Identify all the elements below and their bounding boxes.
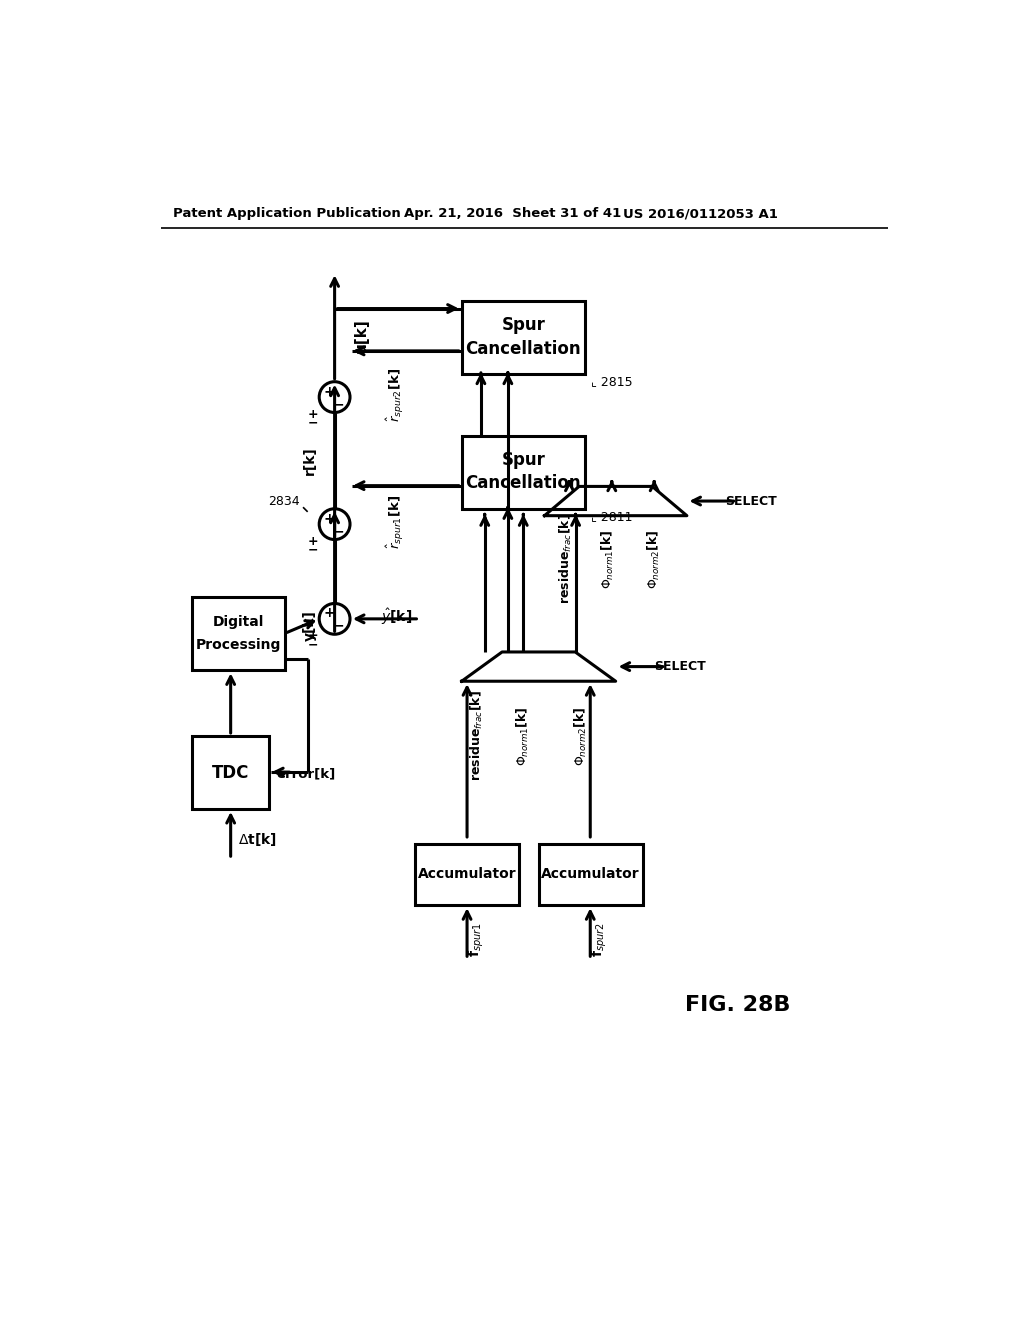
Text: r[k]: r[k] bbox=[303, 446, 317, 475]
Text: −: − bbox=[308, 544, 318, 557]
Bar bbox=[193, 597, 285, 671]
Text: +: + bbox=[308, 535, 318, 548]
Text: −: − bbox=[308, 417, 318, 430]
Text: TDC: TDC bbox=[212, 764, 250, 781]
Text: +: + bbox=[308, 630, 318, 643]
Text: $\hat{y}$[k]: $\hat{y}$[k] bbox=[381, 606, 412, 627]
Text: +: + bbox=[324, 384, 335, 399]
Text: Digital: Digital bbox=[213, 615, 264, 628]
Text: residue$_{frac}$[k]: residue$_{frac}$[k] bbox=[557, 513, 573, 605]
Text: SELECT: SELECT bbox=[654, 660, 706, 673]
Text: +: + bbox=[324, 606, 335, 620]
Text: Spur: Spur bbox=[502, 451, 545, 469]
Text: $\Phi_{norm2}$[k]: $\Phi_{norm2}$[k] bbox=[573, 706, 589, 766]
Text: +: + bbox=[308, 408, 318, 421]
Text: −: − bbox=[308, 639, 318, 652]
Text: Cancellation: Cancellation bbox=[466, 339, 581, 358]
Text: error[k]: error[k] bbox=[276, 768, 336, 781]
Text: $\hat{r}_{spur1}$[k]: $\hat{r}_{spur1}$[k] bbox=[385, 495, 406, 549]
Text: −: − bbox=[333, 524, 344, 539]
Text: u[k]: u[k] bbox=[354, 318, 369, 352]
Text: $\Delta$t[k]: $\Delta$t[k] bbox=[239, 832, 278, 849]
Text: Processing: Processing bbox=[196, 638, 281, 652]
Text: Spur: Spur bbox=[502, 317, 545, 334]
Text: Apr. 21, 2016  Sheet 31 of 41: Apr. 21, 2016 Sheet 31 of 41 bbox=[403, 207, 622, 220]
Text: $\Phi_{norm1}$[k]: $\Phi_{norm1}$[k] bbox=[515, 706, 531, 766]
Text: US 2016/0112053 A1: US 2016/0112053 A1 bbox=[624, 207, 778, 220]
Text: residue$_{frac}$[k]: residue$_{frac}$[k] bbox=[469, 690, 485, 781]
Bar bbox=[193, 737, 269, 809]
Text: $\Phi_{norm2}$[k]: $\Phi_{norm2}$[k] bbox=[646, 529, 663, 589]
Bar bbox=[462, 301, 585, 374]
Bar bbox=[539, 843, 643, 906]
Text: Patent Application Publication: Patent Application Publication bbox=[173, 207, 400, 220]
Text: $\hat{r}_{spur2}$[k]: $\hat{r}_{spur2}$[k] bbox=[385, 368, 406, 422]
Text: Accumulator: Accumulator bbox=[541, 867, 640, 882]
Text: f$_{spur1}$: f$_{spur1}$ bbox=[467, 923, 486, 957]
Text: Accumulator: Accumulator bbox=[418, 867, 516, 882]
Text: Cancellation: Cancellation bbox=[466, 474, 581, 492]
Text: f$_{spur2}$: f$_{spur2}$ bbox=[590, 923, 609, 957]
Text: ⌞ 2811: ⌞ 2811 bbox=[591, 510, 633, 523]
Text: −: − bbox=[333, 619, 344, 632]
Text: +: + bbox=[324, 512, 335, 525]
Text: −: − bbox=[333, 397, 344, 411]
Text: $\Phi_{norm1}$[k]: $\Phi_{norm1}$[k] bbox=[600, 529, 616, 589]
Text: y[k]: y[k] bbox=[303, 610, 317, 642]
Bar bbox=[462, 436, 585, 508]
Text: 2834: 2834 bbox=[268, 495, 300, 508]
Text: FIG. 28B: FIG. 28B bbox=[685, 995, 791, 1015]
Bar bbox=[416, 843, 519, 906]
Text: ⌞ 2815: ⌞ 2815 bbox=[591, 375, 633, 388]
Text: SELECT: SELECT bbox=[725, 495, 777, 508]
